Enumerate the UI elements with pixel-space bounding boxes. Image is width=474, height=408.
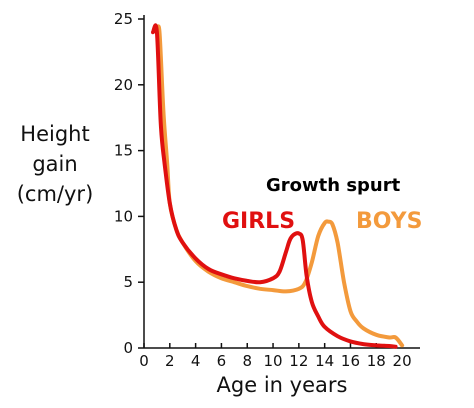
x-tick-label: 12 [289,352,308,370]
y-tick-label: 25 [114,10,133,28]
x-tick-label: 18 [367,352,386,370]
x-tick-label: 6 [217,352,227,370]
series-label-boys: BOYS [356,209,422,234]
x-tick-label: 8 [242,352,252,370]
x-tick-label: 0 [139,352,149,370]
x-tick-label: 16 [341,352,360,370]
y-axis-label-line-1: Height [20,122,89,146]
y-tick-label: 15 [114,142,133,160]
x-axis-label: Age in years [217,373,348,397]
y-axis-label-line-2: gain [32,152,77,176]
y-tick-group: 0 5 10 15 20 25 [114,10,144,357]
x-tick-label: 14 [315,352,334,370]
x-tick-label: 20 [393,352,412,370]
series-group [151,23,405,349]
series-line-girls [151,23,398,349]
y-tick-label: 10 [114,207,133,225]
y-tick-label: 5 [123,273,133,291]
series-label-girls: GIRLS [222,209,295,234]
x-tick-label: 10 [264,352,283,370]
x-tick-label: 4 [191,352,201,370]
y-tick-label: 0 [123,339,133,357]
y-axis-label-line-3: (cm/yr) [17,182,94,206]
x-tick-group: 0 2 4 6 8 10 12 14 16 18 20 [139,343,412,370]
y-tick-label: 20 [114,76,133,94]
growth-spurt-annotation: Growth spurt [266,175,401,196]
x-tick-label: 2 [165,352,175,370]
